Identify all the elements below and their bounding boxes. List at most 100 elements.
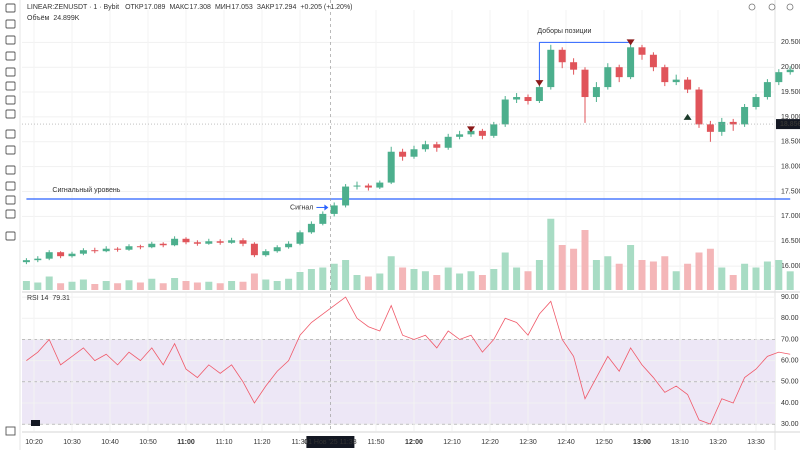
- volume-bar: [490, 269, 498, 290]
- toolbar-icon[interactable]: [5, 231, 16, 241]
- signal-arrowhead: [324, 204, 329, 211]
- candle-body: [615, 67, 623, 78]
- x-tick-label: 10:30: [63, 439, 81, 446]
- x-tick-label: 11:10: [216, 439, 233, 446]
- toolbar-icon[interactable]: [5, 165, 16, 175]
- volume-bar: [581, 230, 589, 290]
- candle-body: [68, 253, 76, 257]
- x-tick-label: 13:30: [747, 439, 765, 446]
- toolbar-icon[interactable]: [5, 426, 16, 436]
- candle-body: [421, 144, 429, 150]
- volume-bar: [376, 273, 384, 290]
- volume-bar: [296, 272, 304, 290]
- y-tick-label: 18.000: [781, 164, 800, 171]
- toolbar-icon[interactable]: [5, 19, 16, 29]
- y-tick-label: 19.000: [781, 114, 800, 121]
- volume-bar: [353, 275, 361, 290]
- rsi-legend: RSI 14: [27, 295, 49, 302]
- candle-body: [649, 54, 657, 68]
- volume-bar: [444, 267, 452, 290]
- toolbar-icon[interactable]: [5, 51, 16, 61]
- candle-body: [193, 242, 201, 244]
- candle-body: [262, 251, 270, 256]
- y-tick-label: 40.00: [781, 400, 799, 407]
- candle-body: [148, 243, 156, 248]
- volume-legend: Объём: [27, 14, 49, 22]
- top-icon[interactable]: [768, 3, 776, 11]
- candle-body: [353, 185, 361, 187]
- top-icon[interactable]: [786, 3, 794, 11]
- volume-bar: [513, 267, 521, 290]
- toolbar-icon[interactable]: [5, 195, 16, 205]
- toolbar-icon[interactable]: [5, 109, 16, 119]
- toolbar-icon[interactable]: [5, 209, 16, 219]
- volume-bar: [342, 260, 350, 290]
- volume-bar: [706, 248, 714, 290]
- candle-body: [285, 243, 293, 248]
- last-price-label: 18.856: [780, 121, 800, 128]
- volume-bar: [604, 256, 612, 290]
- toolbar-icon[interactable]: [5, 145, 16, 155]
- toolbar-icon[interactable]: [5, 95, 16, 105]
- volume-bar: [558, 245, 566, 290]
- crosshair-time-label: 01 Нов '25 11:38: [304, 439, 357, 446]
- candle-body: [125, 246, 133, 250]
- candle-body: [376, 182, 384, 188]
- x-tick-label: 13:10: [671, 439, 689, 446]
- toolbar-icon[interactable]: [5, 35, 16, 45]
- volume-bar: [79, 279, 87, 290]
- candle-body: [171, 238, 179, 246]
- candle-body: [786, 69, 794, 73]
- candle-body: [250, 243, 258, 256]
- volume-bar: [627, 245, 635, 290]
- volume-bar: [672, 271, 680, 290]
- volume-legend-value: 24.899K: [53, 15, 79, 22]
- volume-bar: [387, 256, 395, 290]
- candle-body: [456, 134, 464, 137]
- legend-text: 17.294: [275, 4, 297, 11]
- rsi-line: [26, 296, 791, 425]
- x-tick-label: 10:50: [139, 439, 157, 446]
- candle-body: [57, 252, 65, 257]
- toolbar-icon[interactable]: [5, 181, 16, 191]
- volume-bar: [524, 271, 532, 290]
- candle-body: [763, 82, 771, 98]
- y-tick-label: 18.500: [781, 139, 800, 146]
- volume-bar: [649, 261, 657, 290]
- candle-body: [547, 49, 555, 88]
- volume-bar: [695, 252, 703, 290]
- adds-label: Доборы позиции: [537, 27, 591, 35]
- legend-text: МИН: [215, 4, 231, 11]
- toolbar-icon[interactable]: [5, 129, 16, 139]
- legend-text: ЗАКР: [257, 4, 275, 11]
- volume-bar: [159, 283, 167, 290]
- volume-bar: [752, 267, 760, 290]
- candle-body: [741, 106, 749, 125]
- y-tick-label: 20.500: [781, 39, 800, 46]
- volume-bar: [273, 281, 281, 290]
- candle-body: [364, 185, 372, 188]
- y-tick-label: 90.00: [781, 294, 799, 301]
- volume-bar: [285, 278, 293, 290]
- toolbar-icon[interactable]: [5, 67, 16, 77]
- candle-body: [45, 252, 53, 259]
- candle-body: [330, 205, 338, 214]
- toolbar-icon[interactable]: [5, 81, 16, 91]
- y-tick-label: 19.500: [781, 89, 800, 96]
- volume-bar: [239, 281, 247, 290]
- volume-bar: [638, 260, 646, 290]
- top-icon[interactable]: [748, 3, 756, 11]
- candle-body: [672, 79, 680, 83]
- volume-bar: [741, 263, 749, 290]
- x-tick-label: 12:10: [443, 439, 461, 446]
- candle-body: [478, 130, 486, 136]
- volume-bar: [45, 276, 53, 290]
- volume-bar: [262, 279, 270, 290]
- x-tick-label: 11:20: [254, 439, 271, 446]
- trade-marker: [626, 39, 635, 46]
- candle-body: [205, 241, 213, 244]
- toolbar-icon[interactable]: [5, 3, 16, 13]
- candle-body: [216, 241, 224, 243]
- volume-bar: [467, 271, 475, 290]
